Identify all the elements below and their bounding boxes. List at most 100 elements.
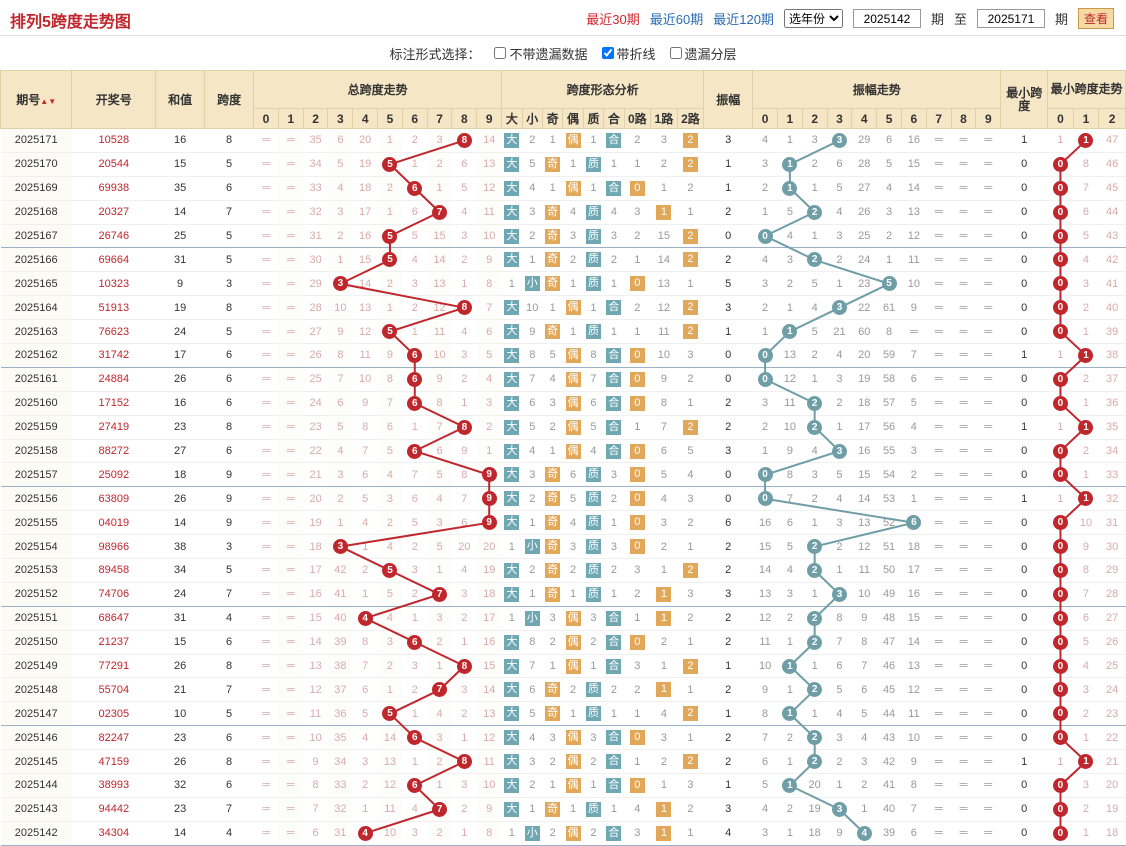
- min-ball-mark: 0: [1052, 706, 1068, 722]
- shape-tag: 合: [606, 634, 622, 650]
- issue-cell: 2025155: [0, 510, 72, 536]
- shape-tag-cell: 奇: [542, 582, 563, 607]
- option-no-miss[interactable]: 不带遗漏数据: [494, 44, 588, 63]
- amp-ball-mark: 3: [831, 586, 847, 602]
- span-miss-cell: ═: [253, 247, 279, 273]
- shape-tag-cell: 大: [501, 725, 523, 751]
- shape-miss-cell: 1: [624, 319, 651, 345]
- shape-tag-cell: 1: [650, 582, 678, 607]
- amp-miss-cell: 5: [851, 701, 877, 727]
- sort-icon[interactable]: ▲▼: [40, 97, 57, 106]
- amp-cell: 2: [703, 391, 753, 416]
- span-miss-cell: 2: [427, 630, 452, 655]
- shape-miss-cell: 8: [650, 391, 678, 416]
- span-miss-cell: ═: [253, 200, 279, 225]
- span-miss-cell: 39: [327, 630, 353, 655]
- span-miss-cell: 6: [402, 486, 428, 512]
- shape-tag: 质: [585, 682, 601, 698]
- shape-miss-cell: 1: [677, 725, 704, 751]
- miss-layer-checkbox[interactable]: [669, 47, 682, 59]
- shape-miss-cell: 2: [562, 247, 584, 273]
- draw-cell: 98966: [71, 534, 156, 560]
- recent60-link[interactable]: 最近60期: [649, 12, 704, 27]
- minspan-cell: 0: [1000, 200, 1048, 225]
- shape-miss-cell: 1: [603, 797, 625, 822]
- span-miss-cell: 14: [377, 725, 403, 751]
- span-miss-cell: 9: [427, 367, 452, 392]
- span-ball-mark: 6: [407, 395, 423, 411]
- amp-ball-mark: 1: [782, 180, 798, 196]
- shape-miss-cell: 6: [583, 391, 604, 416]
- amp-miss-cell: ═: [951, 200, 976, 225]
- span-miss-cell: 8: [303, 773, 328, 798]
- option-polyline[interactable]: 带折线: [601, 44, 656, 63]
- minspan-cell: 0: [1000, 439, 1048, 464]
- from-issue-input[interactable]: [852, 9, 921, 28]
- amp-miss-cell: 11: [752, 630, 778, 655]
- shape-tag-cell: 奇: [542, 486, 563, 512]
- polyline-checkbox[interactable]: [601, 47, 614, 59]
- shape-tag: 0: [629, 730, 645, 746]
- shape-tag: 0: [629, 395, 645, 411]
- span-miss-cell: 10: [377, 821, 403, 846]
- shape-miss-cell: 3: [677, 773, 704, 798]
- min-digit-header: 1: [1072, 108, 1100, 129]
- no-miss-checkbox[interactable]: [494, 47, 507, 59]
- min-ball: 0: [1047, 271, 1074, 297]
- shape-miss-cell: 3: [603, 224, 625, 249]
- amp-miss-cell: 2: [777, 797, 803, 822]
- shape-tag-cell: 0: [624, 176, 651, 201]
- shape-tag-cell: 质: [583, 582, 604, 607]
- span-miss-cell: 1: [402, 319, 428, 345]
- span-miss-cell: 3: [451, 582, 477, 607]
- span-ball: 7: [427, 797, 452, 822]
- span-miss-cell: 42: [327, 558, 353, 583]
- shape-tag-cell: 质: [583, 797, 604, 822]
- span-miss-cell: 2: [476, 415, 502, 440]
- min-ball-mark: 0: [1052, 515, 1068, 531]
- amp-miss-cell: ═: [975, 630, 1001, 655]
- recent30-link[interactable]: 最近30期: [586, 12, 640, 27]
- to-issue-input[interactable]: [976, 9, 1045, 28]
- sum-cell: 26: [155, 654, 205, 679]
- span-miss-cell: ═: [278, 558, 304, 583]
- amp-ball: 2: [802, 200, 828, 225]
- min-ball: 0: [1047, 701, 1074, 727]
- span-trend-header: 总跨度走势: [253, 70, 503, 109]
- min-ball-mark: 0: [1052, 252, 1068, 268]
- issue-cell: 2025146: [0, 725, 72, 751]
- span-miss-cell: 1: [352, 534, 378, 560]
- span-ball-mark: 6: [407, 371, 423, 387]
- shape-miss-cell: 7: [522, 654, 543, 679]
- min-miss-cell: 9: [1073, 534, 1099, 560]
- span-miss-cell: ═: [253, 415, 279, 440]
- amp-miss-cell: 3: [802, 128, 828, 153]
- shape-tag-cell: 小: [522, 534, 543, 560]
- shape-tag: 合: [606, 443, 622, 459]
- recent120-link[interactable]: 最近120期: [713, 12, 774, 27]
- span-miss-cell: 20: [451, 534, 477, 560]
- option-miss-layer[interactable]: 遗漏分层: [669, 44, 737, 63]
- amp-miss-cell: 24: [851, 247, 877, 273]
- amp-miss-cell: 1: [752, 319, 778, 345]
- min-miss-cell: 1: [1073, 391, 1099, 416]
- query-button[interactable]: 查看: [1077, 8, 1114, 29]
- amp-miss-cell: 15: [901, 152, 927, 177]
- shape-miss-cell: 3: [583, 725, 604, 751]
- shape-miss-cell: 3: [650, 510, 678, 536]
- min-ball-mark: 0: [1052, 658, 1068, 674]
- year-select[interactable]: 选年份: [783, 9, 843, 28]
- minspan-cell: 0: [1000, 176, 1048, 201]
- span-miss-cell: 6: [476, 319, 502, 345]
- amp-miss-cell: 1: [827, 271, 852, 297]
- shape-tag: 1: [656, 825, 672, 841]
- issue-header[interactable]: 期号▲▼: [0, 70, 73, 129]
- amp-miss-cell: ═: [975, 271, 1001, 297]
- amp-miss-cell: 2: [752, 295, 778, 321]
- amp-miss-cell: 1: [752, 439, 778, 464]
- min-miss-cell: 27: [1098, 606, 1126, 631]
- shape-tag: 偶: [565, 658, 581, 674]
- table-row: 2025143 94442 23 7 ═ ═ 7 32 1 11 4 7 2 9 大 1 奇 1 质 1 4 1 2 3 4 2 1…: [0, 797, 1126, 822]
- span-miss-cell: ═: [253, 224, 279, 249]
- minspan-cell: 0: [1000, 462, 1048, 488]
